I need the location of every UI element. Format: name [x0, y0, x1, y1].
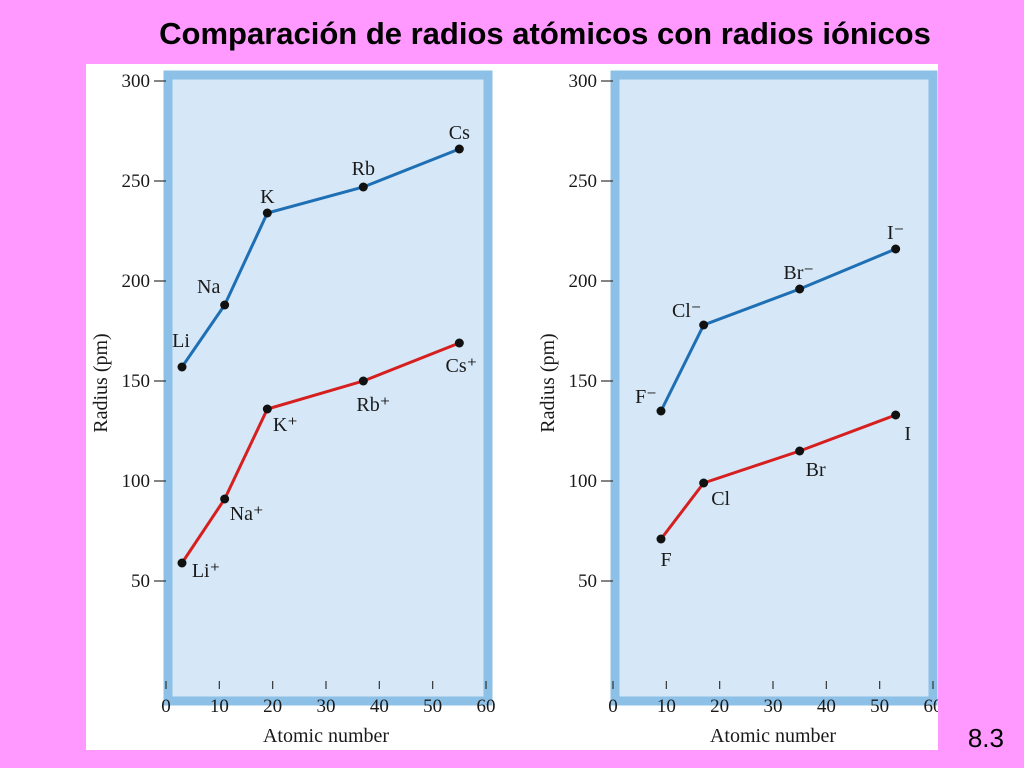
x-tick-label: 50 — [423, 696, 442, 717]
point-label: F⁻ — [635, 386, 657, 408]
data-point — [656, 534, 666, 544]
data-point — [795, 446, 805, 456]
point-label: I — [904, 423, 911, 445]
point-label: F — [660, 549, 671, 571]
x-tick-label: 20 — [710, 696, 729, 717]
plot-frame — [610, 70, 938, 706]
point-label: Cl⁻ — [672, 300, 701, 322]
point-label: Cs — [449, 122, 470, 144]
data-point — [795, 284, 805, 294]
x-axis-title: Atomic number — [263, 725, 389, 747]
point-label: Li⁺ — [192, 560, 220, 582]
point-label: Br⁻ — [783, 262, 814, 284]
x-tick-label: 0 — [161, 696, 171, 717]
point-label: Li — [172, 330, 190, 352]
y-tick-label: 50 — [131, 571, 150, 592]
lower-series-line — [659, 413, 897, 540]
y-tick-label: 250 — [569, 171, 598, 192]
y-tick-label: 150 — [569, 371, 598, 392]
point-label: I⁻ — [887, 222, 904, 244]
y-tick-label: 200 — [122, 271, 151, 292]
point-label: Na — [197, 276, 220, 298]
data-point — [454, 144, 464, 154]
data-point — [358, 376, 368, 386]
point-label: K⁺ — [273, 414, 298, 436]
point-label: K — [260, 186, 275, 208]
x-tick-label: 50 — [870, 696, 889, 717]
x-tick-label: 30 — [317, 696, 336, 717]
y-tick-label: 100 — [122, 471, 151, 492]
upper-series-line — [659, 247, 897, 412]
x-tick-label: 60 — [924, 696, 939, 717]
x-tick-label: 60 — [477, 696, 496, 717]
data-point — [177, 558, 187, 568]
data-point — [262, 208, 272, 218]
x-tick-label: 20 — [263, 696, 282, 717]
plot-frame — [163, 70, 493, 706]
data-point — [177, 362, 187, 372]
slide-title: Comparación de radios atómicos con radio… — [159, 16, 931, 51]
y-tick-label: 250 — [122, 171, 151, 192]
figure-panel: 50 100 150 200 250 300 0 10 20 30 40 50 60 Atomic num… — [86, 64, 938, 750]
data-point — [699, 478, 709, 488]
point-label: Rb⁺ — [356, 394, 390, 416]
data-point — [454, 338, 464, 348]
data-point — [262, 404, 272, 414]
data-point — [891, 410, 901, 420]
point-label: Cl — [711, 488, 730, 510]
data-point — [891, 244, 901, 254]
point-label: Na⁺ — [230, 503, 264, 525]
data-point — [699, 320, 709, 330]
x-tick-label: 0 — [608, 696, 618, 717]
slide-number: 8.3 — [967, 723, 1004, 753]
y-axis-title: Radius (pm) — [537, 333, 559, 432]
y-tick-label: 50 — [578, 571, 597, 592]
data-point — [656, 406, 666, 416]
y-tick-label: 200 — [569, 271, 598, 292]
y-tick-label: 100 — [569, 471, 598, 492]
x-tick-label: 30 — [764, 696, 783, 717]
x-tick-label: 10 — [657, 696, 676, 717]
x-tick-label: 10 — [210, 696, 229, 717]
point-label: Rb — [352, 158, 375, 180]
data-point — [220, 494, 230, 504]
x-tick-label: 40 — [370, 696, 389, 717]
y-axis-title: Radius (pm) — [90, 333, 112, 432]
data-point — [358, 182, 368, 192]
y-tick-label: 300 — [569, 71, 598, 92]
y-tick-label: 300 — [122, 71, 151, 92]
point-label: Br — [806, 459, 826, 481]
x-axis-title: Atomic number — [710, 725, 836, 747]
y-tick-label: 150 — [122, 371, 151, 392]
point-label: Cs⁺ — [445, 355, 477, 377]
data-point — [220, 300, 230, 310]
x-tick-label: 40 — [817, 696, 836, 717]
